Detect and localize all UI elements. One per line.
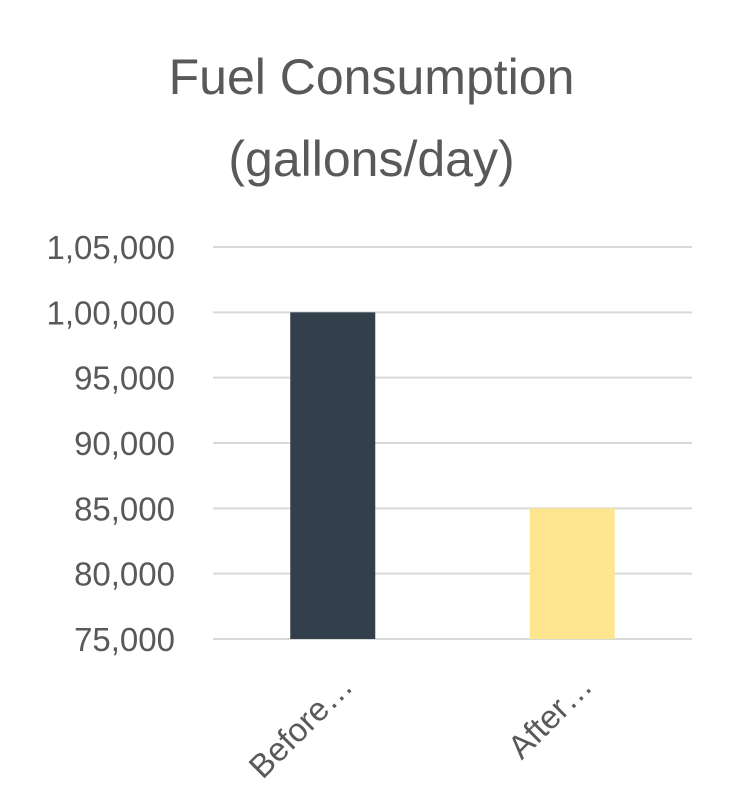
y-tick-label: 80,000 <box>74 556 175 593</box>
y-tick-label: 95,000 <box>74 360 175 397</box>
bar-1 <box>290 312 376 639</box>
y-tick-label: 1,00,000 <box>47 294 175 331</box>
chart-title-line-2: (gallons/day) <box>228 131 515 187</box>
y-tick-label: 75,000 <box>74 621 175 658</box>
x-category-label: Before… <box>241 667 359 785</box>
x-category-label: After… <box>500 667 599 766</box>
y-tick-label: 1,05,000 <box>47 229 175 266</box>
y-tick-label: 85,000 <box>74 490 175 527</box>
gridlines <box>213 246 692 640</box>
bar-2 <box>529 508 615 639</box>
x-axis-category-labels: Before… After… <box>241 667 599 785</box>
bars <box>290 312 615 639</box>
y-axis-tick-labels: 75,000 80,000 85,000 90,000 95,000 1,00,000 1,… <box>47 229 175 658</box>
chart-title-line-1: Fuel Consumption <box>168 49 575 105</box>
y-tick-label: 90,000 <box>74 425 175 462</box>
